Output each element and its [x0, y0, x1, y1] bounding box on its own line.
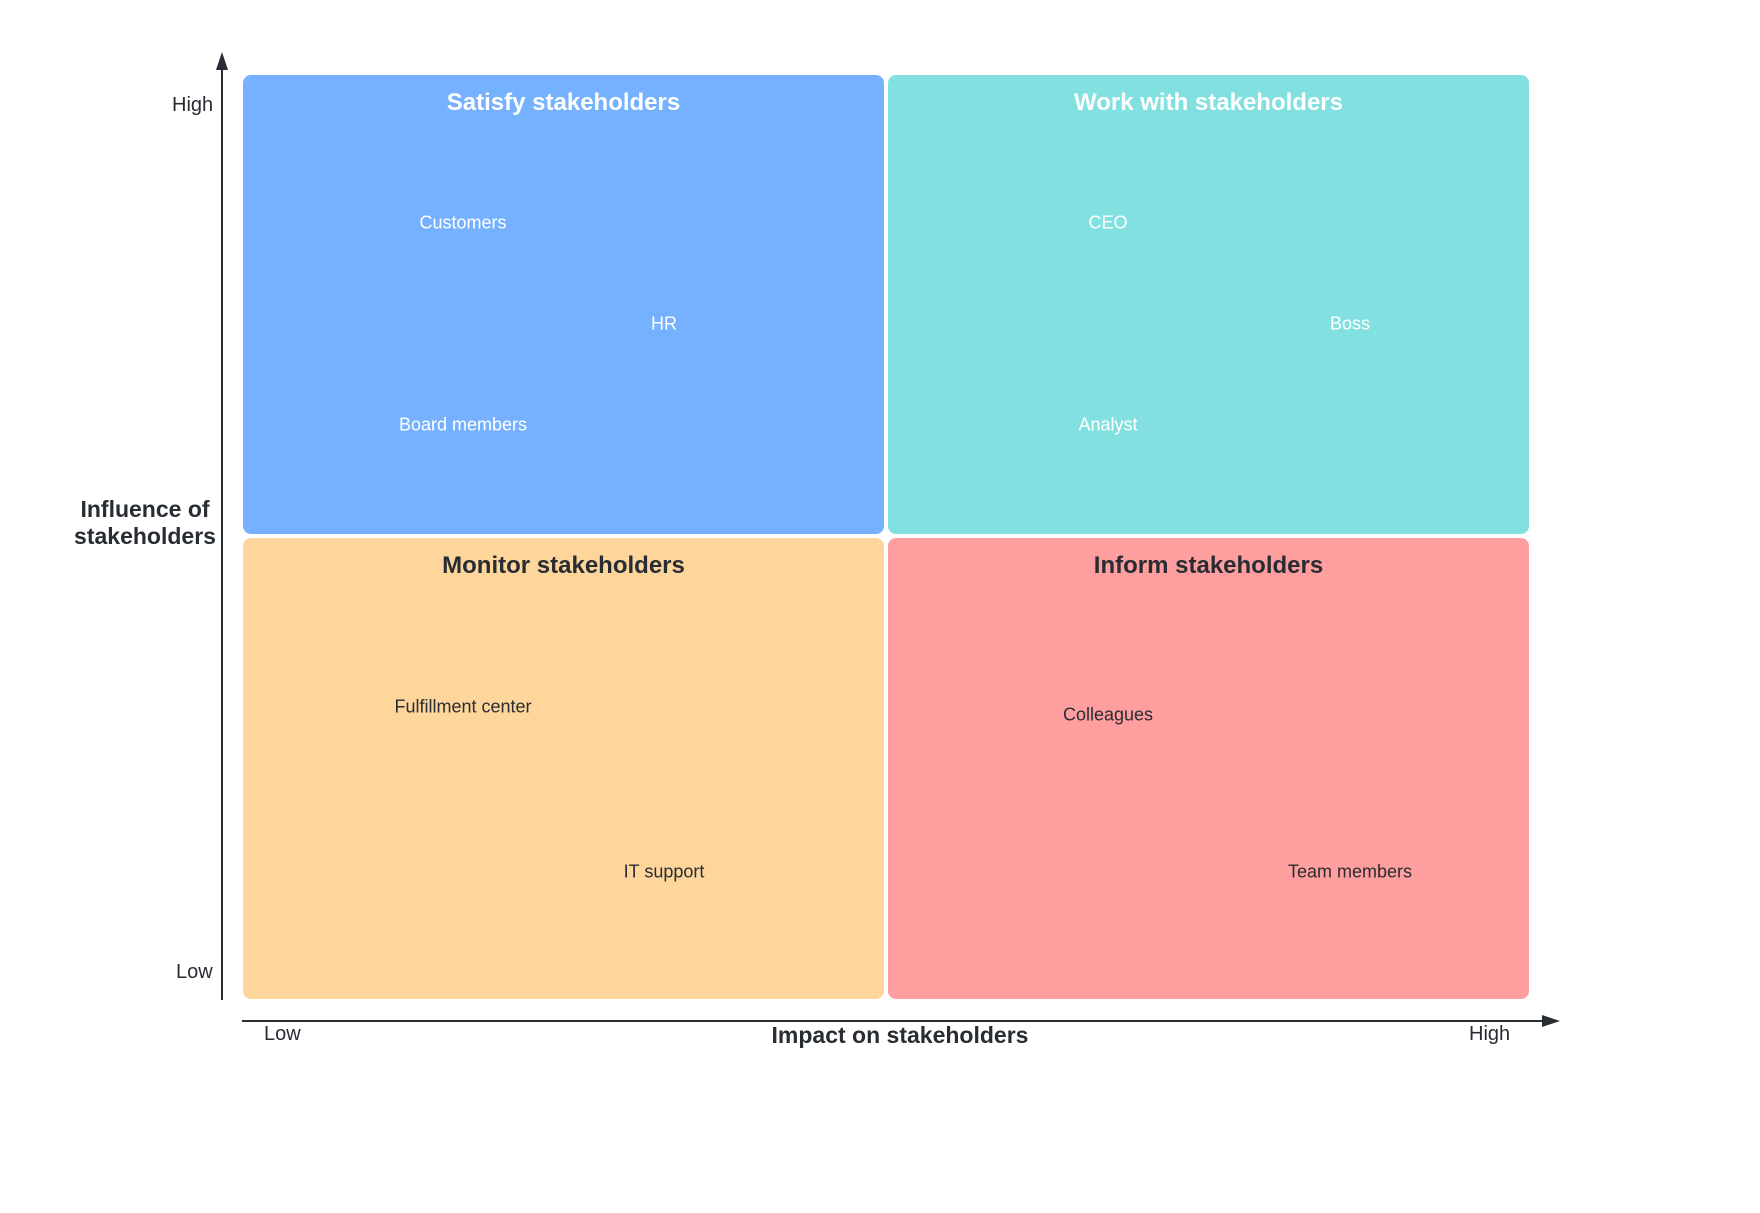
x-axis-high-label: High: [1469, 1023, 1511, 1045]
x-axis-low-label: Low: [264, 1023, 301, 1045]
stakeholder-team-members: Team members: [1287, 861, 1413, 882]
stakeholder-ceo: CEO: [1088, 212, 1128, 233]
quadrant-monitor: Monitor stakeholders Fulfillment center …: [243, 538, 884, 999]
y-axis-low-label: Low: [176, 961, 213, 983]
quadrant-title-monitor: Monitor stakeholders: [442, 552, 685, 579]
stakeholder-customers: Customers: [419, 212, 507, 233]
y-axis-title-line2: stakeholders: [74, 523, 216, 549]
y-axis-title: Influence of stakeholders: [60, 496, 230, 550]
y-axis-high-label: High: [172, 94, 214, 116]
stakeholder-board-members: Board members: [398, 414, 528, 435]
y-axis-arrowhead: [216, 52, 228, 70]
quadrant-title-inform: Inform stakeholders: [1093, 552, 1324, 579]
stakeholder-it-support: IT support: [623, 861, 705, 882]
x-axis-title: Impact on stakeholders: [771, 1022, 1029, 1048]
stakeholder-analyst: Analyst: [1078, 414, 1138, 435]
quadrant-title-satisfy: Satisfy stakeholders: [446, 89, 681, 116]
stakeholder-boss: Boss: [1329, 313, 1371, 334]
stakeholder-hr: HR: [651, 313, 677, 334]
quadrant-work-with: Work with stakeholders CEO Boss Analyst: [888, 75, 1529, 534]
x-axis-arrowhead: [1542, 1015, 1560, 1027]
quadrant-satisfy: Satisfy stakeholders Customers HR Board …: [243, 75, 884, 534]
stakeholder-fulfillment-center: Fulfillment center: [394, 696, 532, 717]
stakeholder-colleagues: Colleagues: [1062, 704, 1154, 725]
y-axis-title-line1: Influence of: [80, 496, 210, 522]
quadrant-inform: Inform stakeholders Colleagues Team memb…: [888, 538, 1529, 999]
quadrant-title-work-with: Work with stakeholders: [1074, 89, 1343, 116]
